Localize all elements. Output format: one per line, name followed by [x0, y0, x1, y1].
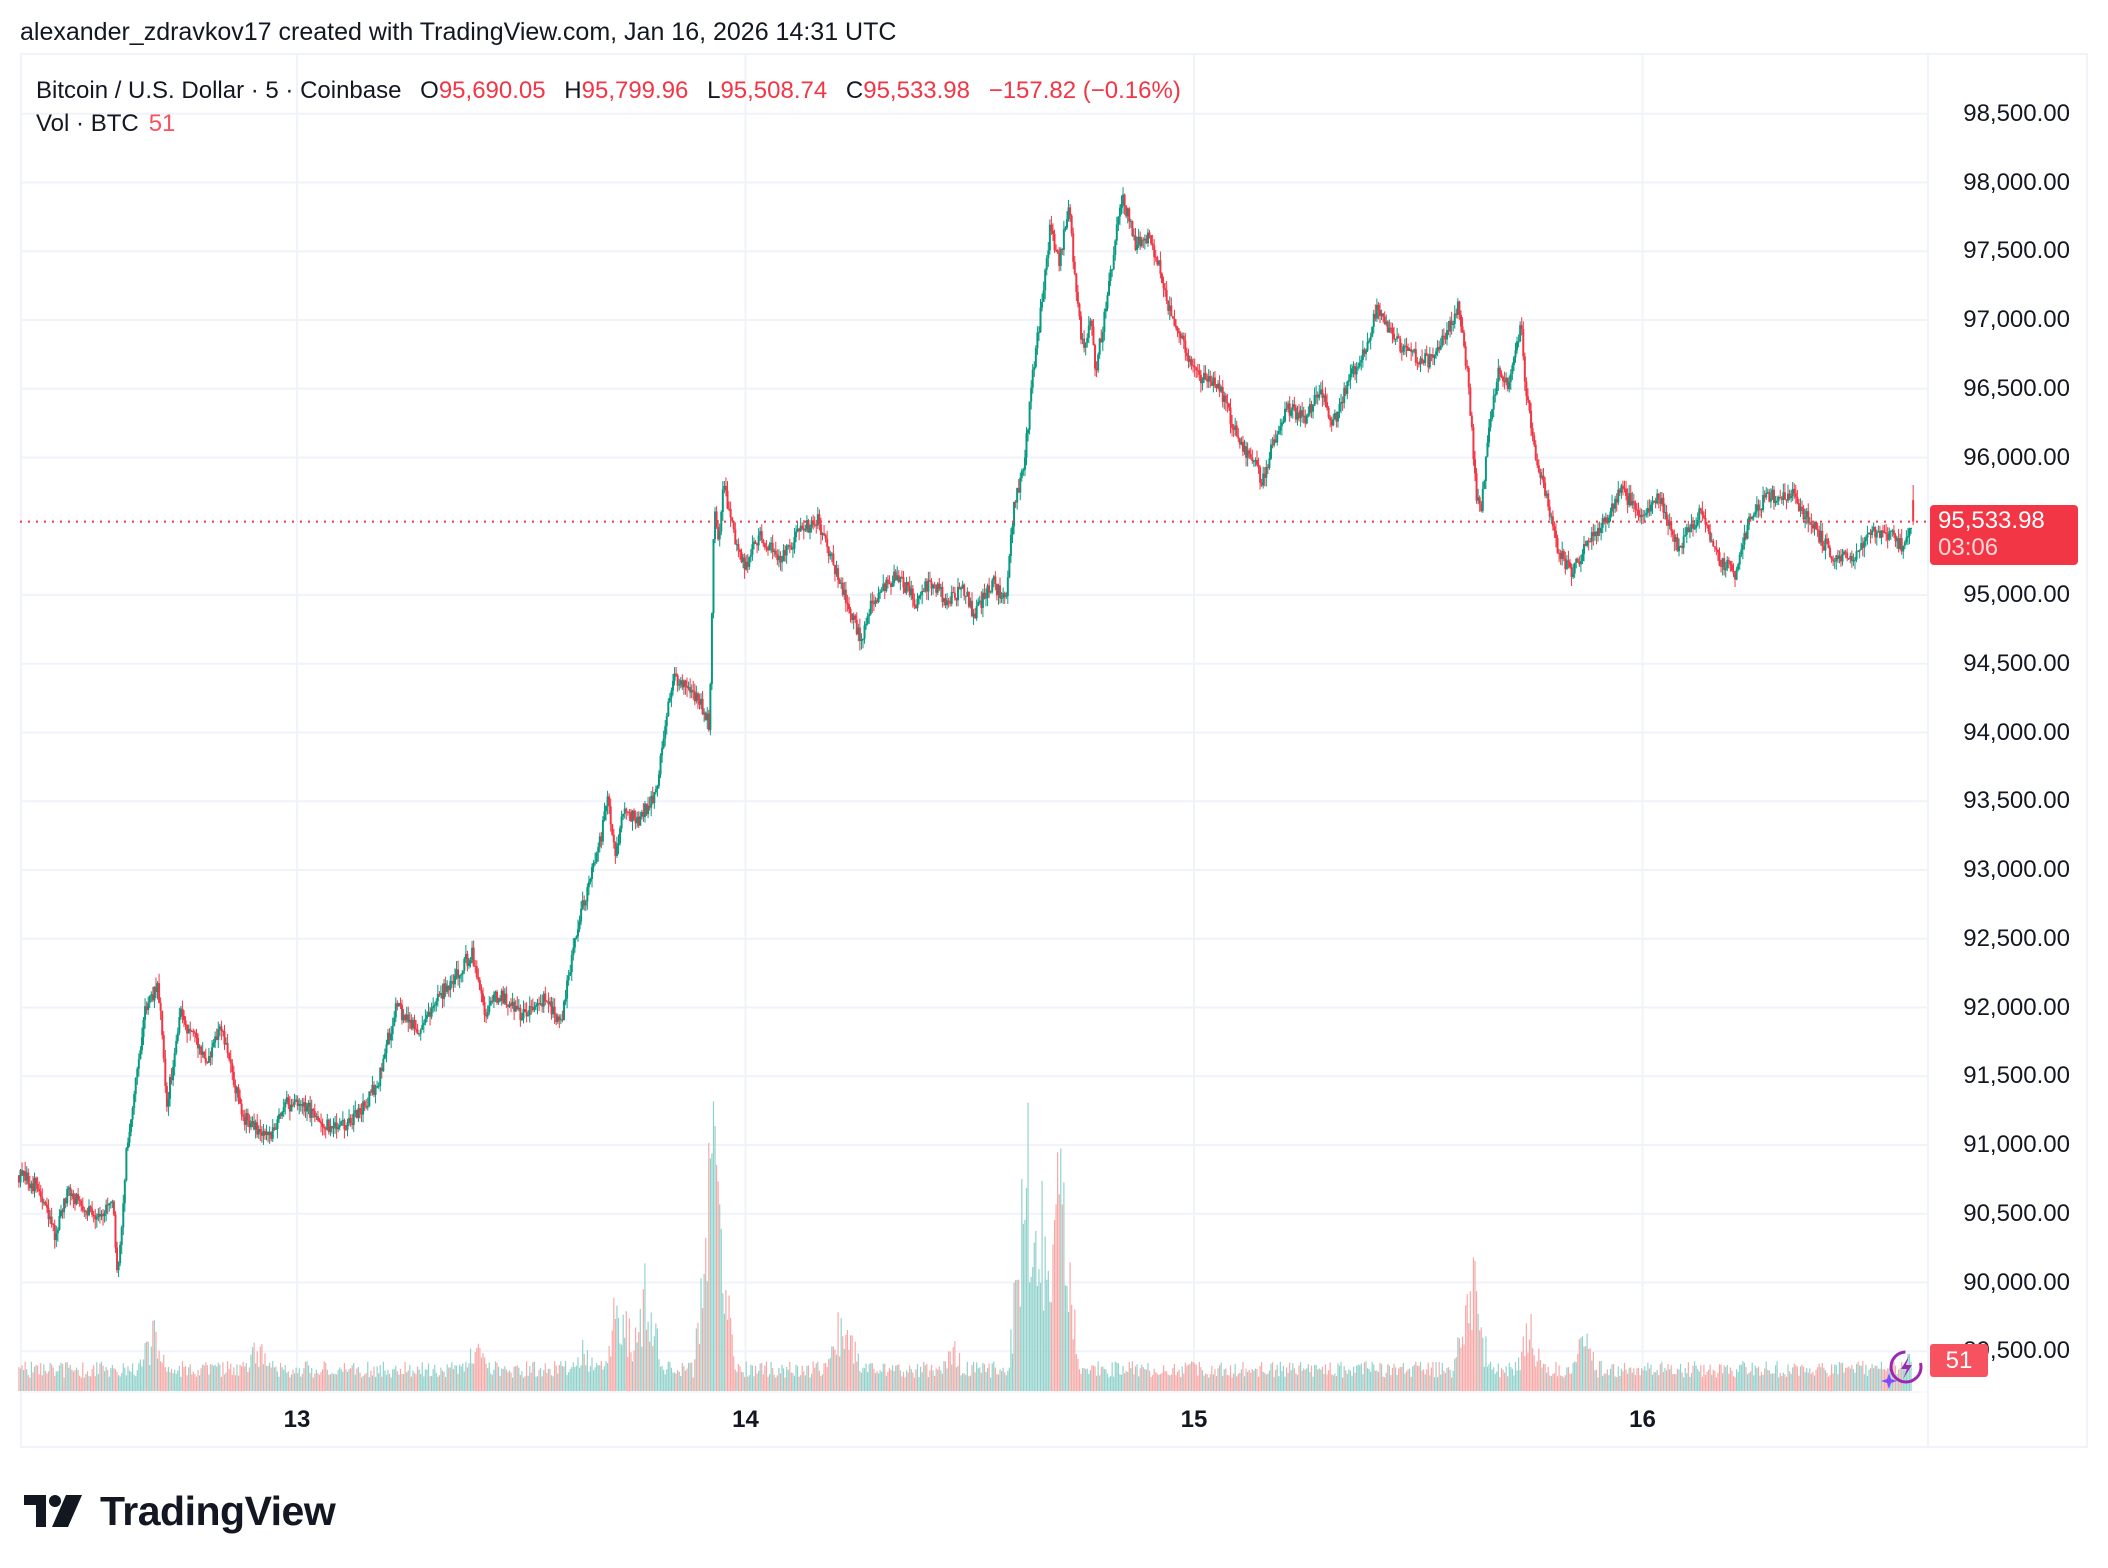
price-axis-label: 96,000.00 — [1963, 443, 2070, 471]
price-axis-label: 91,500.00 — [1963, 1062, 2070, 1090]
lightning-refresh-icon[interactable] — [1880, 1347, 1924, 1391]
grid-lines — [20, 53, 1929, 1448]
change-value: −157.82 (−0.16%) — [988, 77, 1181, 104]
price-axis-label: 95,000.00 — [1963, 581, 2070, 608]
open-value: 95,690.05 — [438, 77, 546, 104]
legend-volume-row: Vol · BTC 51 — [36, 107, 1181, 140]
time-axis-label: 13 — [283, 1406, 311, 1433]
price-axis-label: 93,000.00 — [1963, 856, 2070, 883]
price-axis-label: 96,500.00 — [1963, 374, 2070, 402]
price-axis-label: 90,500.00 — [1963, 1199, 2070, 1227]
price-axis-label: 93,500.00 — [1963, 787, 2070, 815]
high-value: 95,799.96 — [581, 77, 689, 104]
low-value: 95,508.74 — [720, 77, 828, 104]
last-price-tag: 95,533.98 03:06 — [1930, 505, 2078, 565]
volume-bars — [18, 1101, 1912, 1391]
price-axis-label: 98,500.00 — [1963, 99, 2070, 127]
last-price-value: 95,533.98 — [1938, 507, 2045, 534]
price-axis-label: 94,000.00 — [1963, 718, 2070, 746]
price-axis-label: 90,000.00 — [1963, 1268, 2070, 1296]
open-label: O — [420, 77, 439, 104]
chart-frame[interactable] — [20, 53, 2088, 1448]
symbol-title[interactable]: Bitcoin / U.S. Dollar · 5 · Coinbase — [36, 77, 402, 104]
candlesticks — [17, 187, 1915, 1278]
high-label: H — [564, 77, 582, 104]
volume-value: 51 — [148, 110, 176, 137]
tradingview-logo-text: TradingView — [100, 1487, 336, 1534]
price-axis-label: 97,500.00 — [1963, 237, 2070, 265]
volume-tag: 51 — [1930, 1344, 1988, 1377]
close-value: 95,533.98 — [863, 77, 971, 104]
price-axis-label: 92,000.00 — [1963, 993, 2070, 1021]
bar-countdown: 03:06 — [1938, 534, 1999, 561]
chart-legend: Bitcoin / U.S. Dollar · 5 · Coinbase O95… — [36, 74, 1181, 140]
price-axis-label: 98,000.00 — [1963, 168, 2070, 196]
price-axis-label: 92,500.00 — [1963, 924, 2070, 952]
low-label: L — [707, 77, 721, 104]
close-label: C — [845, 77, 864, 104]
chart-credit: alexander_zdravkov17 created with Tradin… — [20, 18, 897, 46]
volume-label[interactable]: Vol · BTC — [36, 110, 139, 137]
tradingview-logo-icon — [24, 1495, 82, 1527]
time-axis-label: 14 — [732, 1406, 759, 1433]
legend-ohlc-row: Bitcoin / U.S. Dollar · 5 · Coinbase O95… — [36, 74, 1181, 107]
time-axis-label: 16 — [1629, 1406, 1656, 1433]
time-axis-label: 15 — [1180, 1406, 1208, 1433]
price-axis-label: 97,000.00 — [1963, 306, 2070, 333]
price-axis-label: 94,500.00 — [1963, 649, 2070, 677]
tradingview-logo[interactable]: TradingView — [24, 1487, 336, 1534]
price-axis-label: 91,000.00 — [1963, 1131, 2070, 1158]
